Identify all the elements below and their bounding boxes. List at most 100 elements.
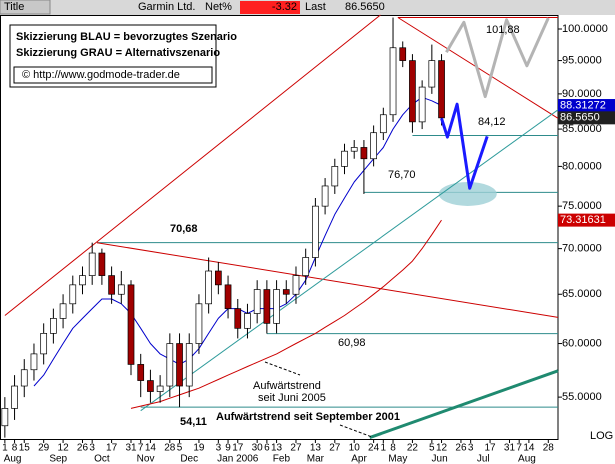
candle-body (253, 289, 261, 314)
last-tag: 86.5650 (560, 112, 600, 124)
x-tick-label: 19 (193, 443, 205, 454)
candle-body (224, 284, 232, 309)
month-label: Aug (518, 454, 536, 464)
x-tick-label: 15 (19, 443, 31, 454)
x-tick-label: 17 (106, 443, 118, 454)
month-label: Jan 2006 (217, 454, 259, 464)
x-tick-label: 31 (125, 443, 137, 454)
x-tick-label: 13 (310, 443, 322, 454)
candle-body (30, 353, 38, 371)
candle-body (282, 289, 290, 295)
candle-body (350, 147, 358, 152)
ma-tag: 88.31272 (560, 99, 606, 111)
x-tick-label: 26 (455, 443, 467, 454)
candle-body (50, 318, 57, 334)
net-label: Net% (205, 1, 232, 13)
x-tick-label: 7 (138, 443, 144, 454)
x-tick-label: 31 (504, 443, 516, 454)
header-tab (0, 0, 51, 15)
candle-body (108, 275, 115, 295)
candle-body (312, 205, 319, 258)
candle-body (360, 147, 368, 160)
candle-body (370, 132, 377, 160)
candle-body (389, 47, 397, 116)
candle-body (79, 275, 86, 286)
candle-body (302, 257, 310, 276)
x-tick-label: 27 (329, 443, 341, 454)
x-tick-label: 14 (523, 443, 535, 454)
month-label: Jun (432, 454, 448, 464)
candle-body (195, 303, 203, 344)
scale-label: LOG (590, 430, 613, 442)
candle-body (59, 303, 67, 319)
candle-body (185, 343, 193, 387)
level-label: 54,11 (180, 416, 207, 428)
x-tick-label: 12 (436, 443, 448, 454)
y-tick-label: 60.0000 (562, 337, 602, 349)
x-tick-label: 30 (252, 443, 264, 454)
candle-body (1, 408, 9, 427)
candle-body (331, 166, 339, 187)
x-tick-label: 14 (145, 443, 157, 454)
x-tick-label: 8 (12, 443, 18, 454)
legend-line: Skizzierung GRAU = Alternativszenario (16, 47, 220, 59)
moving-average (130, 219, 442, 409)
candle-body (40, 333, 48, 355)
candle-body (127, 284, 135, 365)
target-zone (438, 181, 497, 206)
ma-tag-box (558, 213, 615, 227)
pointer (264, 361, 301, 376)
legend-line: © http://www.godmode-trader.de (22, 69, 180, 81)
x-tick-label: 17 (485, 443, 497, 454)
month-label: Oct (94, 454, 110, 464)
candle-body (205, 270, 212, 305)
candle-body (156, 385, 164, 392)
trendline (369, 369, 559, 440)
candle-body (166, 343, 174, 387)
x-tick-label: 29 (38, 443, 50, 454)
net-box (240, 1, 300, 14)
candle-body (428, 60, 436, 88)
month-label: Jul (477, 454, 490, 464)
candle-body (214, 270, 222, 286)
last-tag-box (558, 111, 615, 125)
candle-body (98, 252, 106, 276)
candle-body (176, 343, 183, 387)
month-label: Apr (351, 454, 367, 464)
month-label: May (388, 454, 407, 464)
y-tick-label: 90.0000 (562, 88, 602, 100)
x-tick-label: 10 (349, 443, 361, 454)
plot (1, 14, 559, 440)
candle-body (147, 380, 154, 392)
x-tick-label: 3 (468, 443, 474, 454)
candle-body (273, 289, 280, 324)
candle-body (263, 289, 271, 324)
x-tick-label: 3 (89, 443, 95, 454)
x-tick-label: 8 (390, 443, 396, 454)
legend-line: Skizzierung BLAU = bevorzugtes Szenario (16, 31, 237, 43)
annotation: Aufwärtstrend (253, 380, 321, 392)
candle-body (11, 385, 18, 409)
last-value: 86.5650 (345, 1, 385, 13)
x-tick-label: 28 (543, 443, 555, 454)
candle-body (69, 284, 77, 305)
month-label: Dec (180, 454, 198, 464)
y-tick-label: 95.0000 (562, 54, 602, 66)
month-label: Feb (273, 454, 291, 464)
y-tick-label: 85.0000 (562, 123, 602, 135)
candle-body (379, 114, 387, 134)
x-tick-label: 12 (58, 443, 70, 454)
last-label: Last (305, 1, 326, 13)
candle-body (321, 185, 329, 207)
level-label: 70,68 (170, 223, 198, 235)
month-label: Sep (49, 454, 67, 464)
header-bar (0, 0, 615, 15)
x-tick-label: 26 (77, 443, 89, 454)
scenario-path (445, 17, 550, 99)
candle-body (292, 275, 300, 295)
y-tick-label: 75.0000 (562, 200, 602, 212)
candle-body (438, 60, 445, 119)
candle-body (20, 369, 28, 387)
trendline (96, 242, 559, 318)
